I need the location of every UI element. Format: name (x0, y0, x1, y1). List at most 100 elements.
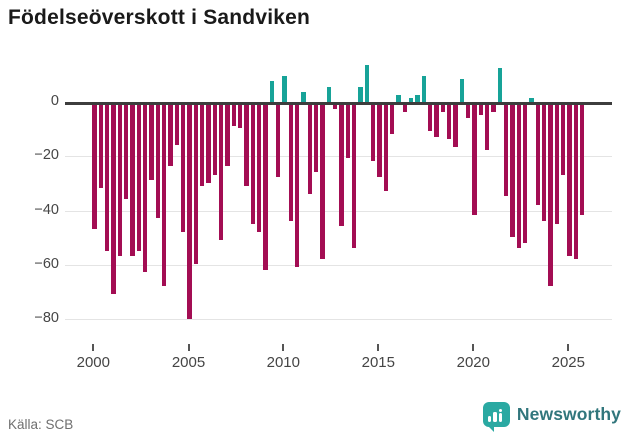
bar (111, 104, 116, 295)
bar (339, 104, 344, 227)
bar (199, 104, 205, 186)
x-axis-tick (567, 344, 570, 351)
bar (237, 104, 243, 129)
bar (567, 104, 572, 257)
x-axis-tick (472, 344, 475, 351)
bar (142, 104, 148, 273)
gridline (65, 156, 612, 158)
bar (459, 78, 465, 103)
bar (326, 86, 332, 103)
bar (294, 104, 300, 268)
bar (218, 104, 224, 240)
bar (282, 75, 287, 103)
source-attribution: Källa: SCB (8, 417, 74, 432)
bar (180, 104, 186, 232)
bar (522, 104, 528, 243)
bar (434, 104, 439, 137)
bar (130, 104, 135, 257)
bar (225, 104, 230, 167)
zero-axis-line (65, 102, 612, 105)
bar (231, 104, 237, 126)
chart-title: Födelseöverskott i Sandviken (8, 6, 311, 29)
bar (351, 104, 357, 248)
x-axis-tick-label: 2015 (361, 354, 395, 371)
bar (244, 104, 249, 186)
bar (256, 104, 262, 232)
bar (478, 104, 484, 115)
bar (440, 104, 446, 113)
bar (136, 104, 142, 251)
bar (174, 104, 180, 145)
bar (554, 104, 560, 224)
bar-chart-icon (487, 408, 503, 422)
bar (345, 104, 351, 159)
bar (313, 104, 319, 172)
bar (453, 104, 458, 148)
bar (307, 104, 313, 194)
bar (358, 86, 363, 103)
gridline (65, 265, 612, 267)
y-axis-tick-label: 0 (50, 93, 59, 109)
newsworthy-logo-icon (482, 402, 510, 432)
x-axis-tick-label: 2000 (76, 354, 110, 371)
bar (364, 64, 370, 103)
y-axis-tick-label: −60 (34, 256, 59, 273)
y-axis-tick-label: −40 (34, 201, 59, 218)
x-axis-tick-label: 2020 (456, 354, 490, 371)
plot-area: 0 −20 −40 −60 −80 2000 2005 2010 2015 2020 2025 (34, 63, 612, 371)
bar (269, 81, 275, 103)
bar (161, 104, 167, 287)
newsworthy-logo: Newsworthy (482, 402, 621, 432)
x-axis-tick (377, 344, 380, 351)
bar (155, 104, 161, 219)
bar (497, 67, 503, 103)
bar (510, 104, 515, 238)
bar (408, 97, 414, 103)
bar (187, 104, 192, 319)
bar (275, 104, 281, 178)
bar (548, 104, 553, 287)
x-axis-tick-label: 2005 (171, 354, 206, 371)
bar (123, 104, 129, 200)
bar (402, 104, 408, 113)
bar (250, 104, 256, 224)
bar (491, 104, 496, 113)
bar (301, 92, 306, 103)
bar (446, 104, 452, 140)
bar (541, 104, 547, 221)
bar (396, 94, 401, 103)
bar (320, 104, 325, 259)
bar (573, 104, 579, 259)
x-axis-tick (282, 344, 285, 351)
x-axis-tick-label: 2025 (551, 354, 585, 371)
speech-bubble-tail-icon (486, 425, 494, 432)
bar (168, 104, 173, 167)
bar (288, 104, 294, 221)
bar (415, 94, 420, 103)
bar (427, 104, 433, 132)
bar (465, 104, 471, 118)
x-axis-tick-label: 2010 (266, 354, 300, 371)
bar (92, 104, 97, 229)
y-axis-tick-label: −20 (34, 147, 59, 164)
bar (503, 104, 509, 197)
bar (98, 104, 104, 189)
bar (370, 104, 376, 162)
bar (560, 104, 566, 175)
bar (206, 104, 211, 183)
bar (535, 104, 541, 205)
bar (484, 104, 490, 151)
bar (332, 104, 338, 110)
bar (377, 104, 382, 178)
bar (472, 104, 477, 216)
gridline (65, 210, 612, 212)
bar (383, 104, 389, 191)
y-axis-tick-label: −80 (34, 310, 59, 327)
bar (389, 104, 395, 134)
x-axis-tick (187, 344, 190, 351)
bar (149, 104, 154, 181)
bar (421, 75, 427, 103)
x-axis-tick (92, 344, 95, 351)
bar (117, 104, 123, 257)
